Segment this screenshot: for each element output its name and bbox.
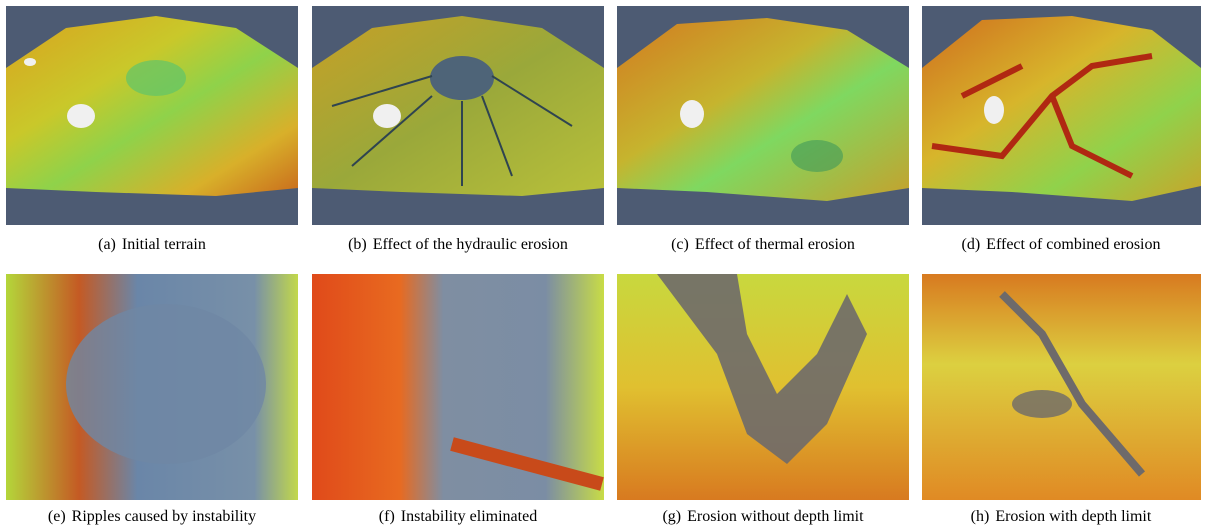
image-panel — [6, 274, 298, 500]
caption-label: (e) — [48, 508, 66, 525]
caption: (h) Erosion with depth limit — [971, 508, 1152, 525]
caption-text: Initial terrain — [122, 236, 206, 253]
image-panel — [6, 6, 298, 225]
image-panel — [922, 274, 1201, 500]
caption-text: Instability eliminated — [401, 508, 537, 525]
caption-text: Effect of thermal erosion — [695, 236, 855, 253]
image-panel — [617, 6, 909, 225]
caption: (d) Effect of combined erosion — [962, 236, 1161, 253]
caption-label: (h) — [971, 508, 990, 525]
caption-label: (f) — [379, 508, 395, 525]
caption-text: Effect of the hydraulic erosion — [373, 236, 568, 253]
image-panel — [312, 6, 604, 225]
caption: (f) Instability eliminated — [379, 508, 537, 525]
caption-label: (c) — [671, 236, 689, 253]
image-panel — [312, 274, 604, 500]
caption-label: (d) — [962, 236, 981, 253]
caption-label: (g) — [662, 508, 681, 525]
caption-label: (b) — [348, 236, 367, 253]
caption: (e) Ripples caused by instability — [48, 508, 256, 525]
caption: (c) Effect of thermal erosion — [671, 236, 855, 253]
figure: (a) Initial terrain (b) Effect of the hydra… — [0, 0, 1207, 530]
caption-text: Erosion with depth limit — [995, 508, 1152, 525]
image-panel — [617, 274, 909, 500]
caption-label: (a) — [98, 236, 116, 253]
caption-text: Effect of combined erosion — [986, 236, 1160, 253]
caption: (g) Erosion without depth limit — [662, 508, 864, 525]
caption: (b) Effect of the hydraulic erosion — [348, 236, 568, 253]
caption-text: Ripples caused by instability — [72, 508, 256, 525]
image-panel — [922, 6, 1201, 225]
caption: (a) Initial terrain — [98, 236, 206, 253]
caption-text: Erosion without depth limit — [687, 508, 864, 525]
